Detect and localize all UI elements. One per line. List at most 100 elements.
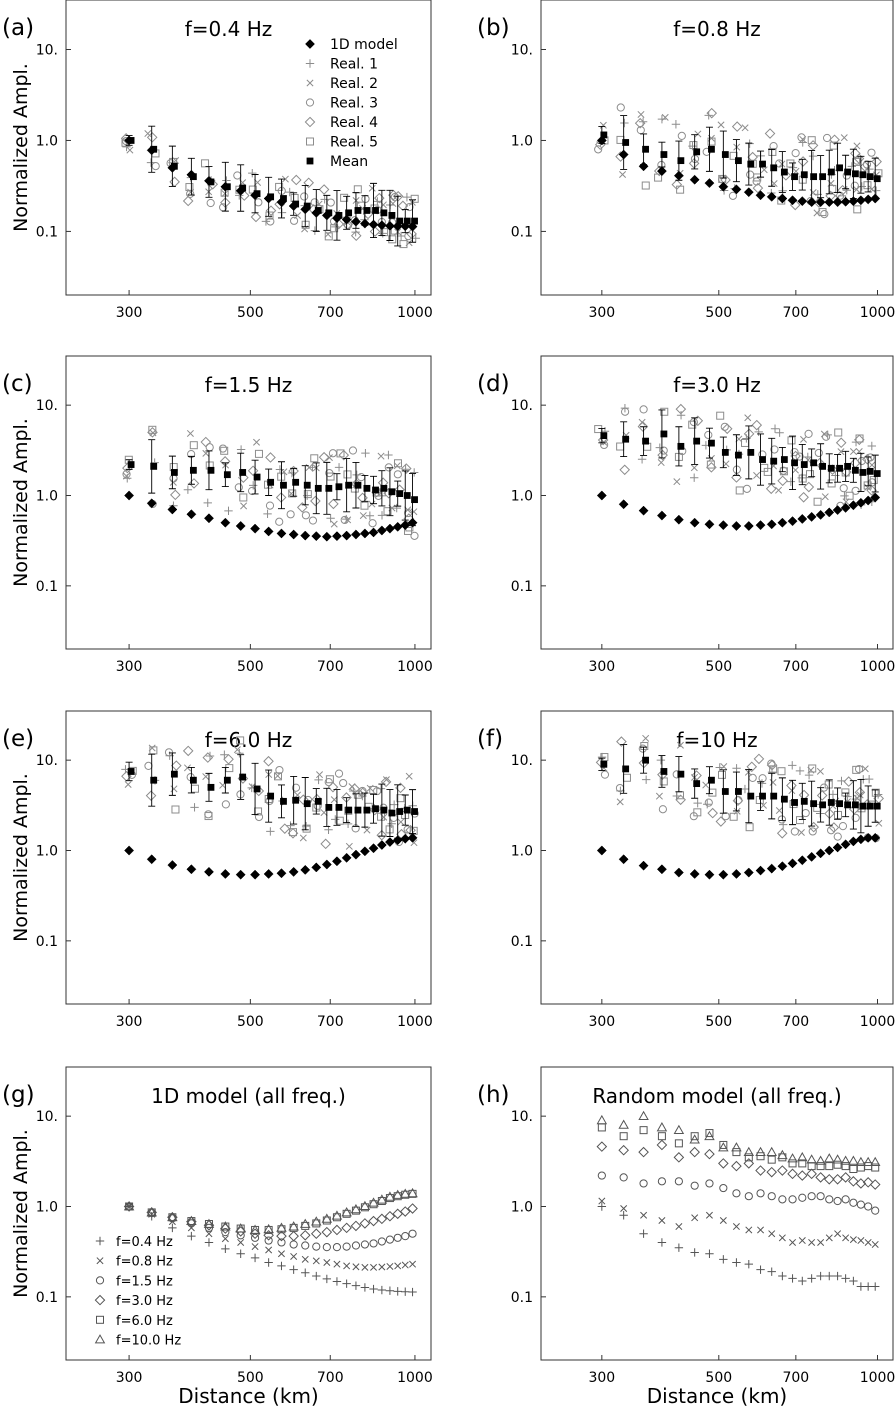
realization-marker: [770, 424, 780, 433]
series-point: [341, 1222, 352, 1234]
realization-marker: [803, 481, 815, 493]
mean-point: [810, 173, 818, 181]
realization-marker: [816, 790, 828, 801]
mean-point: [800, 461, 808, 468]
series-point: [824, 1153, 835, 1163]
realization-marker: [203, 498, 212, 508]
mean-point: [127, 461, 135, 468]
realization-marker: [326, 198, 335, 207]
series-point: [862, 1177, 874, 1188]
realization-marker: [778, 820, 788, 829]
realization-marker: [673, 478, 681, 486]
realization-marker: [717, 121, 725, 129]
series-point: [368, 1197, 379, 1207]
realization-marker: [253, 438, 261, 446]
realization-marker: [388, 235, 397, 244]
y-tick-label: 0.1: [36, 224, 58, 240]
model-1d-point: [407, 832, 418, 843]
realization-marker: [348, 446, 358, 455]
series-point: [778, 1195, 787, 1204]
realization-marker: [659, 777, 668, 786]
panel-a: (a) f=0.4 Hz 10. 1.0 0.1 300 500 700 1000 Normali…: [2, 0, 433, 321]
mean-point: [827, 464, 835, 472]
mean-point: [372, 486, 379, 494]
model-1d-point: [806, 851, 817, 862]
realization-marker: [798, 491, 809, 503]
y-tick-label: 0.1: [511, 1290, 533, 1306]
realization-marker: [856, 791, 864, 799]
realization-marker: [845, 491, 854, 500]
panel-title: f=10 Hz: [676, 728, 757, 752]
y-axis-label: Normalized Ampl.: [10, 773, 32, 942]
x-tick-label: 1000: [397, 305, 433, 321]
series-point: [807, 1192, 816, 1201]
realization-marker: [399, 240, 408, 249]
series-point: [840, 1155, 851, 1165]
series-point: [619, 1173, 628, 1182]
model-1d-point: [870, 492, 881, 503]
series-point: [705, 1249, 714, 1258]
realization-marker: [254, 449, 263, 458]
realization-marker: [314, 775, 323, 785]
series-point: [857, 1237, 865, 1245]
realization-marker: [296, 502, 308, 513]
x-tick-label: 1000: [860, 659, 896, 675]
series-point: [333, 1260, 341, 1268]
series-point: [321, 1213, 333, 1223]
series-point: [639, 1179, 648, 1188]
mean-point: [325, 803, 333, 811]
model-1d-point: [766, 191, 777, 202]
series-point: [796, 1170, 808, 1181]
model-1d-point: [311, 862, 322, 873]
series-point: [705, 1129, 714, 1138]
series-point: [789, 1238, 797, 1246]
model-1d-point: [618, 149, 629, 160]
mean-point: [239, 184, 247, 192]
mean-point: [819, 462, 827, 470]
series-point: [657, 1238, 667, 1247]
model-1d-point: [797, 514, 808, 524]
model-1d-point: [321, 531, 332, 542]
series-point: [618, 1119, 629, 1129]
mean-point: [170, 162, 178, 170]
realization-marker: [326, 514, 335, 523]
series-point: [719, 1216, 727, 1225]
realization-marker: [274, 772, 283, 781]
series-point: [359, 1218, 371, 1229]
realization-marker: [795, 452, 804, 461]
realization-marker: [218, 444, 228, 453]
realization-marker: [600, 770, 610, 779]
legend-marker: [94, 1294, 106, 1306]
series-point: [263, 1223, 274, 1234]
series-point: [370, 1263, 378, 1271]
model-1d-point: [220, 869, 231, 879]
model-1d-point: [596, 490, 607, 501]
series-point: [378, 1263, 386, 1271]
x-tick-label: 500: [705, 659, 732, 675]
series-point: [788, 1274, 797, 1283]
panel-f: (f) f=10 Hz 10. 1.0 0.1 300 500 700 1000: [477, 710, 895, 1030]
realization-marker: [122, 142, 131, 152]
series-point: [221, 1235, 229, 1243]
model-1d-point: [806, 197, 817, 208]
mean-point: [600, 131, 608, 139]
realization-marker: [869, 476, 878, 485]
series-point: [691, 1214, 699, 1222]
panel-title: f=0.8 Hz: [673, 17, 761, 41]
series-point: [744, 1153, 753, 1162]
model-1d-point: [755, 190, 766, 201]
mean-point: [660, 768, 668, 775]
x-tick-label: 300: [116, 659, 143, 675]
realization-marker: [732, 764, 741, 773]
series-point: [690, 1132, 699, 1141]
model-1d-point: [250, 869, 261, 880]
y-tick-label: 1.0: [36, 1200, 58, 1216]
series-point: [597, 1123, 606, 1132]
realization-marker: [266, 217, 275, 226]
realization-marker: [169, 474, 178, 483]
x-tick-label: 500: [705, 1014, 732, 1030]
realization-marker: [265, 211, 274, 220]
model-1d-point: [863, 832, 874, 843]
series-point: [331, 1224, 343, 1236]
realization-marker: [706, 107, 718, 119]
